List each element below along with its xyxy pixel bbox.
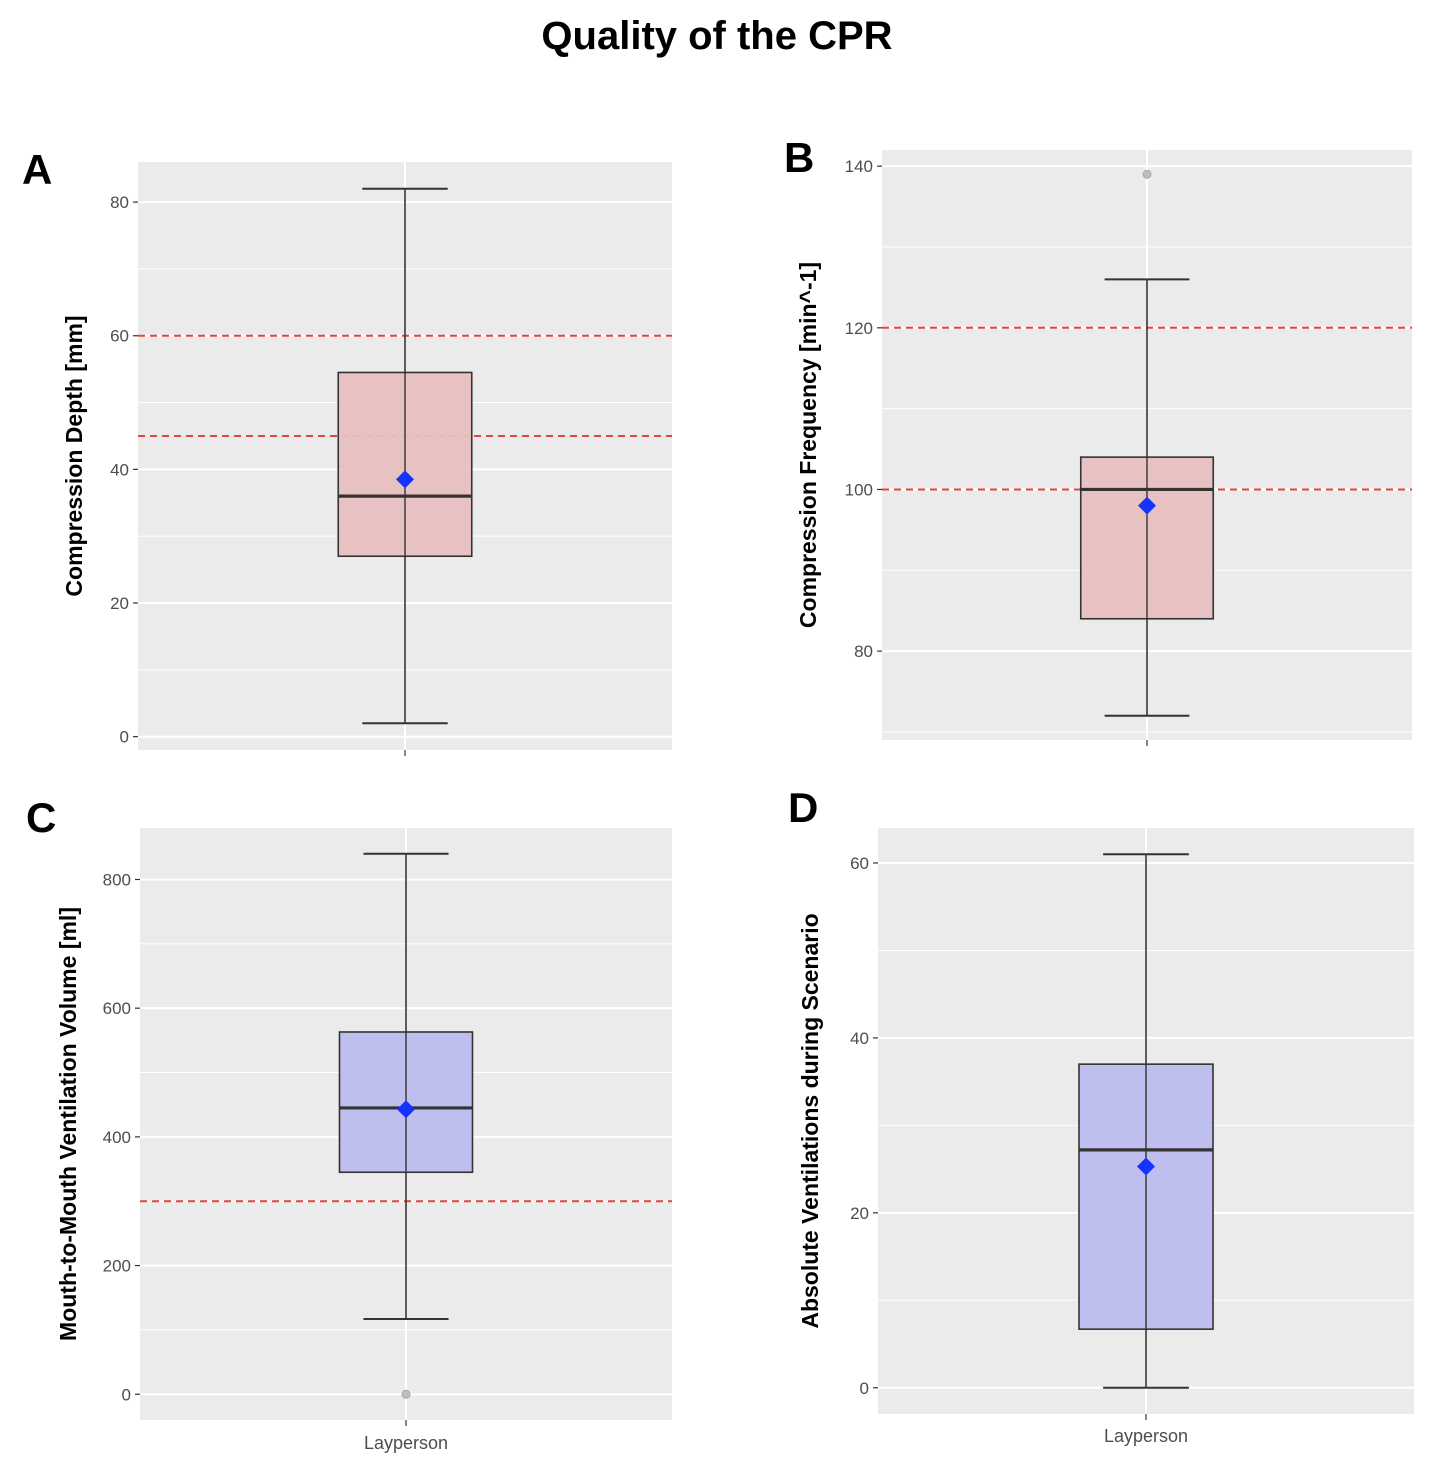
y-tick-label: 0	[120, 728, 129, 747]
y-tick-label: 80	[110, 193, 129, 212]
panel-a: 0 20 40 60 80 Compression Depth [mm]	[61, 162, 672, 756]
panel-letter-a: A	[22, 146, 53, 193]
y-tick-label: 600	[103, 999, 131, 1018]
y-tick-label: 40	[110, 460, 129, 479]
x-category-label: Layperson	[364, 1433, 448, 1453]
outlier-point	[1142, 169, 1152, 179]
y-axis-label: Mouth-to-Mouth Ventilation Volume [ml]	[55, 907, 81, 1341]
y-tick-label: 120	[845, 319, 873, 338]
mean-marker	[396, 470, 414, 489]
mean-marker	[397, 1100, 415, 1119]
y-tick-label: 60	[850, 854, 869, 873]
panel-d: 0 20 40 60 Absolute Ventilations during Scen…	[797, 828, 1414, 1446]
panel-letter-c: C	[26, 794, 57, 841]
y-tick-label: 80	[854, 642, 873, 661]
y-tick-label: 20	[110, 594, 129, 613]
y-tick-label: 100	[845, 480, 873, 499]
panel-b: 80 100 120 140 Compression Frequency [min^-1…	[795, 150, 1412, 746]
y-tick-label: 400	[103, 1128, 131, 1147]
outlier-point	[401, 1389, 411, 1399]
mean-marker	[1137, 1157, 1155, 1176]
panel-letter-b: B	[784, 134, 815, 181]
panel-letter-d: D	[788, 784, 819, 831]
y-axis-label: Compression Depth [mm]	[61, 315, 87, 596]
y-tick-label: 0	[860, 1379, 869, 1398]
y-tick-label: 60	[110, 327, 129, 346]
x-category-label: Layperson	[1104, 1426, 1188, 1446]
y-tick-label: 20	[850, 1204, 869, 1223]
y-tick-label: 0	[122, 1385, 131, 1404]
mean-marker	[1138, 496, 1156, 515]
figure-title: Quality of the CPR	[541, 14, 893, 58]
y-tick-label: 800	[103, 870, 131, 889]
y-axis-label: Compression Frequency [min^-1]	[795, 262, 821, 628]
y-axis-label: Absolute Ventilations during Scenario	[797, 913, 823, 1328]
panel-c: 0 200 400 600 800 Mouth-to-Mouth Ventilation …	[55, 828, 672, 1453]
y-tick-label: 40	[850, 1029, 869, 1048]
y-tick-label: 200	[103, 1257, 131, 1276]
y-tick-label: 140	[845, 157, 873, 176]
